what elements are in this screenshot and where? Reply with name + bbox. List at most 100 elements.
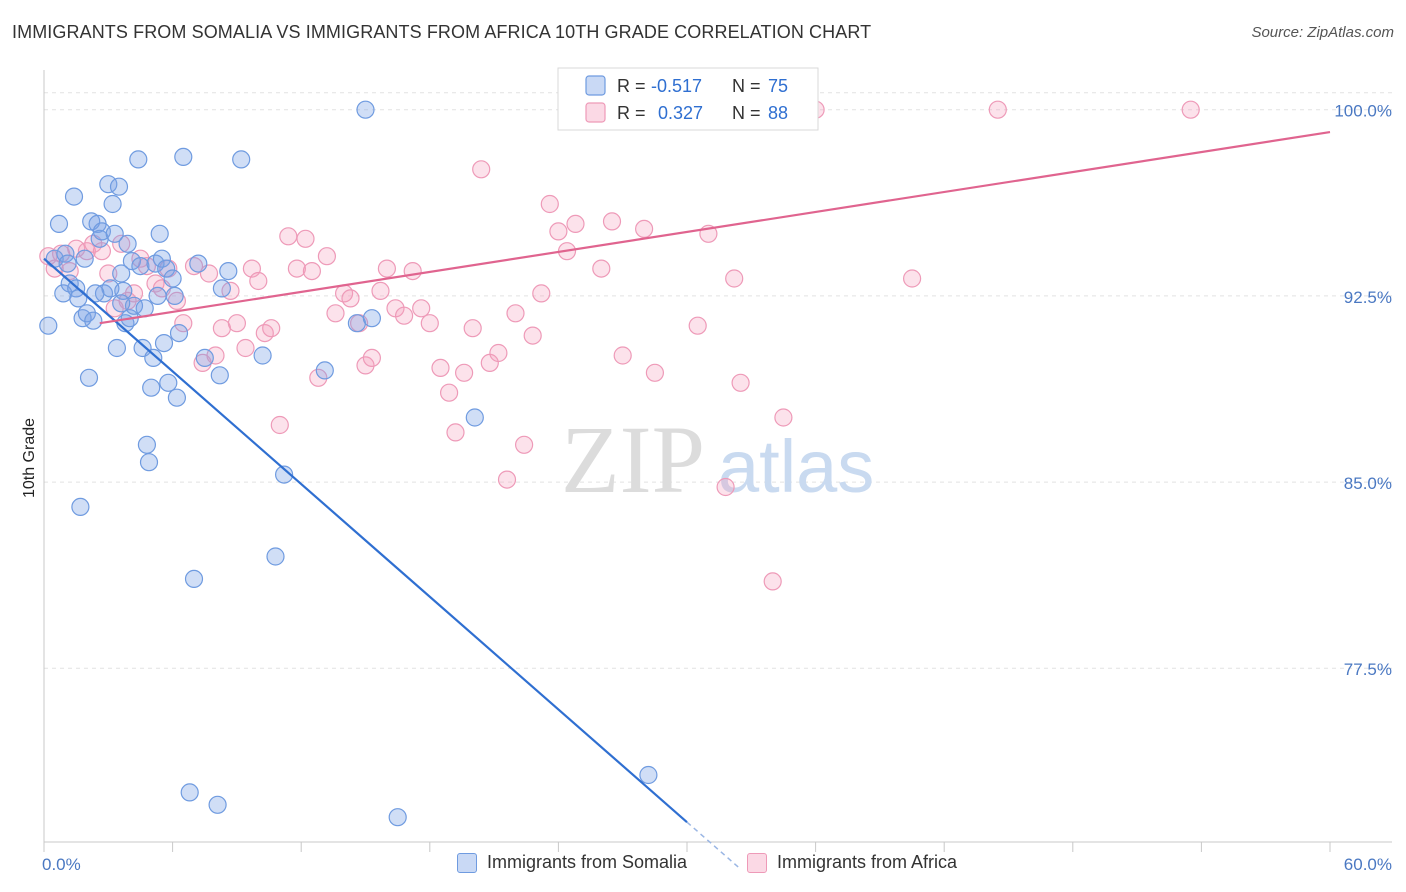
x-tick-labels: 0.0% 60.0% bbox=[42, 855, 1392, 874]
somalia-point-37 bbox=[137, 435, 156, 454]
stats-legend-box bbox=[557, 67, 819, 131]
africa-point-35 bbox=[296, 229, 315, 248]
somalia-point-60 bbox=[219, 262, 238, 281]
africa-point-51 bbox=[420, 314, 439, 333]
somalia-point-12 bbox=[77, 304, 97, 323]
africa-point-62 bbox=[514, 435, 534, 454]
africa-point-86 bbox=[988, 100, 1007, 119]
africa-point-32 bbox=[270, 415, 289, 435]
somalia-point-59 bbox=[212, 279, 231, 298]
legend-n-value-africa: 88 bbox=[768, 103, 788, 123]
africa-point-68 bbox=[566, 214, 585, 233]
somalia-point-64 bbox=[275, 465, 294, 484]
africa-point-5 bbox=[77, 242, 97, 261]
africa-point-37 bbox=[309, 368, 328, 387]
legend-r-value-africa: 0.327 bbox=[658, 103, 703, 123]
legend-n-label-africa: N = bbox=[732, 103, 761, 123]
watermark-zip: ZIP bbox=[561, 406, 705, 513]
africa-point-23 bbox=[206, 346, 225, 365]
africa-point-29 bbox=[249, 271, 268, 291]
somalia-point-52 bbox=[174, 147, 193, 166]
y-tick-label-0: 100.0% bbox=[1334, 102, 1392, 121]
legend-label-somalia: Immigrants from Somalia bbox=[487, 852, 688, 872]
chart-title: IMMIGRANTS FROM SOMALIA VS IMMIGRANTS FR… bbox=[12, 22, 872, 42]
legend-r-label-africa: R = bbox=[617, 103, 646, 123]
somalia-point-44 bbox=[152, 249, 171, 268]
somalia-point-9 bbox=[69, 289, 88, 308]
somalia-point-42 bbox=[148, 286, 167, 305]
africa-point-64 bbox=[532, 284, 551, 303]
somalia-point-69 bbox=[388, 808, 407, 827]
legend-item-somalia: Immigrants from Somalia bbox=[457, 852, 687, 873]
africa-point-56 bbox=[463, 319, 482, 338]
africa-point-60 bbox=[497, 470, 517, 489]
africa-point-55 bbox=[455, 363, 474, 382]
africa-point-54 bbox=[446, 423, 465, 442]
stats-legend: R = -0.517 N = 75 R = 0.327 N = 88 bbox=[557, 67, 819, 131]
africa-point-70 bbox=[592, 259, 611, 278]
africa-point-82 bbox=[763, 572, 782, 591]
somalia-point-43 bbox=[150, 224, 169, 243]
somalia-point-47 bbox=[159, 373, 178, 392]
africa-point-87 bbox=[1181, 100, 1200, 119]
somalia-point-51 bbox=[169, 324, 189, 343]
somalia-point-72 bbox=[86, 284, 105, 303]
somalia-point-57 bbox=[208, 795, 227, 814]
somalia-point-11 bbox=[75, 249, 94, 268]
somalia-point-25 bbox=[109, 177, 129, 196]
africa-point-72 bbox=[613, 346, 632, 365]
africa-point-41 bbox=[341, 289, 360, 308]
africa-point-44 bbox=[362, 348, 381, 367]
y-tick-label-1: 92.5% bbox=[1344, 288, 1392, 307]
somalia-point-65 bbox=[315, 361, 334, 380]
africa-point-36 bbox=[302, 262, 321, 281]
somalia-trend-extension bbox=[686, 821, 742, 870]
somalia-point-5 bbox=[58, 254, 77, 273]
africa-trend-line bbox=[99, 130, 1331, 325]
somalia-point-20 bbox=[99, 175, 118, 194]
africa-point-61 bbox=[506, 304, 525, 323]
series-africa-points bbox=[39, 100, 1200, 591]
y-tick-label-2: 85.0% bbox=[1344, 474, 1392, 493]
axes bbox=[43, 70, 1392, 852]
somalia-point-62 bbox=[253, 346, 272, 365]
somalia-point-2 bbox=[49, 214, 69, 233]
y-tick-label-3: 77.5% bbox=[1344, 660, 1392, 679]
africa-point-77 bbox=[688, 316, 707, 335]
somalia-point-22 bbox=[103, 194, 122, 214]
africa-point-74 bbox=[634, 219, 654, 238]
somalia-point-29 bbox=[118, 234, 137, 253]
source-label: Source: ZipAtlas.com bbox=[1251, 24, 1394, 41]
africa-point-43 bbox=[356, 356, 375, 375]
somalia-point-50 bbox=[167, 388, 186, 407]
somalia-point-54 bbox=[184, 569, 204, 589]
somalia-point-0 bbox=[39, 316, 58, 335]
africa-point-83 bbox=[774, 408, 793, 427]
somalia-point-49 bbox=[165, 286, 184, 305]
africa-point-53 bbox=[440, 383, 459, 402]
watermark: ZIP atlas bbox=[561, 406, 874, 513]
somalia-point-68 bbox=[362, 309, 381, 328]
legend-swatch-somalia bbox=[585, 75, 606, 96]
africa-point-80 bbox=[725, 269, 744, 288]
africa-point-31 bbox=[262, 319, 281, 338]
africa-point-3 bbox=[60, 262, 79, 281]
africa-point-45 bbox=[371, 281, 390, 300]
legend-swatch-somalia-bottom bbox=[457, 852, 477, 873]
africa-point-49 bbox=[403, 262, 422, 281]
africa-point-63 bbox=[523, 326, 542, 345]
africa-point-71 bbox=[602, 212, 622, 231]
africa-point-59 bbox=[489, 343, 508, 363]
africa-point-75 bbox=[645, 363, 665, 382]
africa-point-52 bbox=[431, 358, 450, 377]
somalia-point-55 bbox=[189, 254, 208, 273]
watermark-atlas: atlas bbox=[718, 425, 874, 508]
grid-lines bbox=[44, 92, 1392, 669]
somalia-point-71 bbox=[71, 497, 90, 516]
somalia-point-74 bbox=[639, 765, 658, 785]
trend-lines bbox=[43, 130, 1331, 870]
somalia-point-7 bbox=[64, 187, 84, 206]
somalia-point-45 bbox=[154, 334, 174, 353]
somalia-point-67 bbox=[356, 100, 375, 119]
somalia-point-46 bbox=[157, 259, 176, 278]
